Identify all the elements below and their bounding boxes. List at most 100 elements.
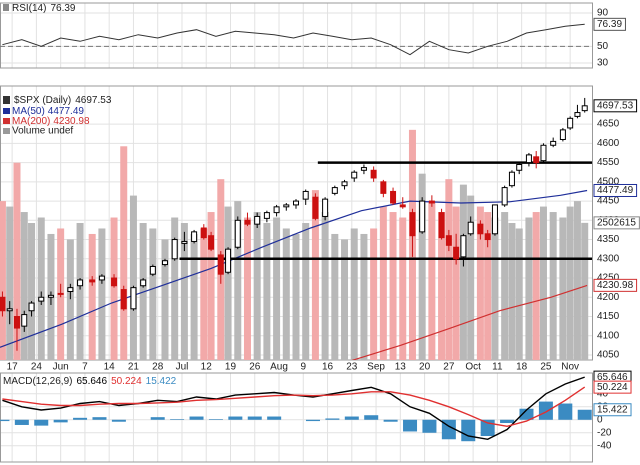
candle-body [574, 112, 581, 117]
candle-body [322, 198, 329, 217]
volume-bar [515, 228, 523, 360]
volume-bar [428, 201, 436, 360]
volume-bar [438, 212, 446, 360]
x-tick-label: 26 [249, 362, 261, 373]
legend-swatch [3, 108, 10, 114]
x-tick-label: Nov [561, 362, 579, 373]
volume-bar [484, 212, 492, 360]
volume-bar [532, 212, 540, 360]
x-tick-label: 13 [395, 362, 407, 373]
candle-body [508, 171, 515, 187]
volume-bar [161, 239, 169, 360]
value-tag-box [593, 403, 632, 417]
histogram-bar [403, 419, 418, 432]
volume-bar [234, 201, 242, 360]
volume-bar [253, 212, 261, 360]
candle-body [533, 156, 540, 164]
candle-body [111, 277, 118, 287]
volume-bar [467, 195, 475, 360]
value-tag-label: 4230.98 [597, 280, 634, 291]
y-tick-label: 50 [597, 41, 609, 52]
value-tag-label: 4477.49 [597, 185, 634, 196]
volume-bar [190, 233, 198, 360]
candle-body [149, 265, 156, 275]
candle-body [312, 196, 319, 219]
x-tick-label: 28 [152, 362, 164, 373]
value-tag: 2502615 [593, 216, 640, 230]
candle-body [370, 169, 377, 179]
y-tick-label: 4650 [597, 119, 620, 130]
x-tick-label: 24 [31, 362, 43, 373]
macd-line [2, 386, 586, 428]
volume-bar [120, 146, 128, 360]
volume-bar [20, 212, 28, 360]
volume-bar [341, 239, 349, 360]
candle-body [351, 171, 358, 179]
y-tick-label: 40 [597, 388, 609, 399]
volume-bar [200, 228, 208, 360]
candle-body [283, 204, 290, 208]
candle-body [77, 279, 84, 287]
histogram-bar [577, 409, 592, 420]
value-tag-label: 76.39 [597, 19, 622, 30]
title-icon [3, 4, 9, 11]
value-tag-box [593, 278, 638, 292]
panel-title: RSI(14) 76.39 [12, 3, 76, 14]
volume-bar [491, 217, 499, 360]
candle-body [208, 235, 215, 250]
histogram-bar [422, 419, 437, 433]
histogram-bar [267, 416, 282, 420]
histogram-bar [344, 416, 359, 420]
y-tick-label: 4450 [597, 196, 620, 207]
volume-bar [370, 228, 378, 360]
volume-bar [37, 217, 45, 360]
value-tag-label: 4697.53 [597, 100, 634, 111]
candle-body [467, 221, 474, 235]
volume-bar [0, 201, 6, 360]
y-tick-label: 4350 [597, 234, 620, 245]
x-tick-label: 7 [82, 362, 88, 373]
candle-body [477, 223, 484, 235]
x-tick-label: Sep [367, 362, 385, 373]
candle-body [225, 248, 232, 273]
value-tag-box [593, 380, 632, 394]
title: $SPX (Daily) [14, 95, 71, 106]
candle-body [491, 204, 498, 235]
x-tick-label: 18 [516, 362, 528, 373]
candle-body [567, 117, 574, 129]
volume-bar [525, 217, 533, 360]
volume-bar [292, 233, 300, 360]
volume-bar [321, 212, 329, 360]
histogram-bar [364, 415, 379, 420]
candle-body [331, 187, 338, 194]
value-tag: 4477.49 [593, 183, 638, 197]
title-value: 50.224 [111, 376, 142, 387]
legend-name: MA(50) [12, 106, 45, 117]
histogram-bar [305, 419, 320, 422]
volume-bar [88, 233, 96, 360]
candle-body [445, 235, 452, 246]
x-tick-label: 11 [492, 362, 503, 373]
x-tick-label: Jun [53, 362, 69, 373]
volume-bar [459, 184, 467, 360]
candle-body [399, 204, 406, 208]
candle-body [38, 296, 45, 302]
candle-body [390, 190, 397, 204]
histogram-bar [170, 419, 185, 420]
volume-bar [350, 228, 358, 360]
candle-body [273, 206, 280, 214]
candle-body [217, 254, 224, 275]
legend-entry: MA(200) 4230.98 [12, 116, 90, 127]
histogram-bar [189, 416, 204, 420]
value-tag-box [593, 183, 638, 197]
candle-body [453, 246, 460, 260]
y-tick-label: 4200 [597, 292, 620, 303]
candle-body [516, 164, 523, 171]
candle-body [234, 219, 241, 248]
candle-body [380, 181, 387, 194]
y-tick-label: 4600 [597, 138, 620, 149]
x-tick-label: Jul [176, 362, 189, 373]
candle-body [0, 296, 6, 312]
volume-bar [180, 223, 188, 360]
